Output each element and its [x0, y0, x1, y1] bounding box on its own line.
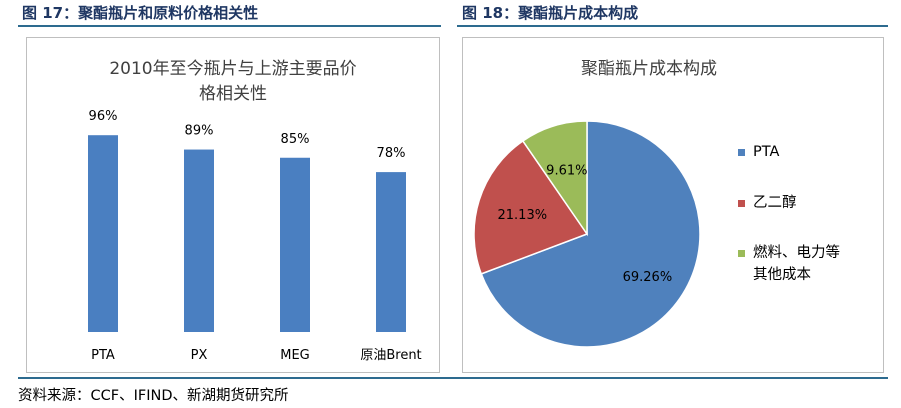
legend-swatch-1	[738, 200, 745, 207]
pie-slice-label-0: 69.26%	[623, 270, 673, 285]
pie-chart-title: 聚酯瓶片成本构成	[581, 59, 717, 79]
bar-value-label-0: 96%	[89, 109, 118, 124]
bar-value-label-3: 78%	[377, 146, 406, 161]
bar-3	[376, 172, 406, 332]
pie-chart: 聚酯瓶片成本构成 69.26% 21.13% 9.61% PTA 乙二醇燃料、电力等其…	[473, 59, 840, 348]
legend-label-2-line-1: 其他成本	[753, 266, 811, 283]
bar-0	[88, 135, 118, 332]
pie-slice-0	[480, 120, 701, 348]
bar-chart-title-line-1: 2010年至今瓶片与上游主要品价	[109, 59, 356, 79]
bottom-rule	[18, 377, 888, 379]
pie-chart-panel: 聚酯瓶片成本构成 69.26% 21.13% 9.61% PTA 乙二醇燃料、电力等其…	[462, 37, 884, 373]
legend-label-2-line-0: 燃料、电力等	[753, 243, 840, 261]
bar-value-label-2: 85%	[281, 132, 310, 147]
bar-2	[280, 157, 310, 332]
bar-marks: 96% PTA 89% PX 85% MEG 78% 原油Brent	[88, 109, 422, 363]
pie-slice-label-2: 9.61%	[546, 163, 587, 178]
source-note: 资料来源：CCF、IFIND、新湖期货研究所	[18, 388, 289, 404]
bar-chart-panel: 2010年至今瓶片与上游主要品价 格相关性 96% PTA 89% PX 85% MEG 7…	[26, 37, 440, 373]
bar-chart: 2010年至今瓶片与上游主要品价 格相关性 96% PTA 89% PX 85% MEG 7…	[88, 59, 422, 363]
pie-slice-1	[473, 139, 589, 275]
legend-swatch-0	[738, 149, 745, 156]
bar-chart-title-line-2: 格相关性	[199, 84, 267, 104]
bar-category-label-1: PX	[191, 348, 208, 363]
legend-label-0: PTA	[753, 144, 779, 160]
legend-label-1: 乙二醇	[753, 194, 797, 211]
left-top-rule	[18, 25, 441, 27]
figure-17-caption: 图 17：聚酯瓶片和原料价格相关性	[22, 4, 259, 22]
right-top-rule	[457, 25, 888, 27]
bar-category-label-3: 原油Brent	[360, 348, 421, 363]
pie-marks: 69.26% 21.13% 9.61%	[473, 120, 701, 348]
bar-category-label-0: PTA	[91, 348, 115, 363]
figure-18-caption: 图 18：聚酯瓶片成本构成	[462, 4, 639, 22]
bar-1	[184, 149, 214, 332]
bar-category-label-2: MEG	[280, 348, 310, 363]
legend-swatch-2	[738, 250, 745, 257]
bar-value-label-1: 89%	[185, 124, 214, 139]
pie-slice-label-1: 21.13%	[498, 208, 548, 223]
pie-slice-2	[521, 120, 588, 237]
